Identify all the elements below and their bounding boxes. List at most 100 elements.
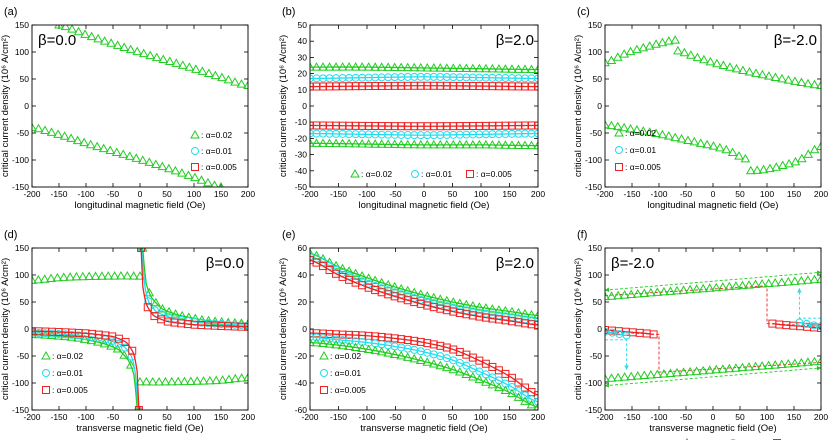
data-point — [622, 331, 631, 340]
data-point — [612, 121, 623, 131]
y-axis-label: critical current density (10⁶ A/cm²) — [0, 258, 11, 400]
y-tick-label: 40 — [298, 36, 308, 46]
x-tick-label: -100 — [358, 189, 375, 199]
series — [310, 81, 538, 91]
x-tick-label: 50 — [448, 189, 458, 199]
data-point — [53, 129, 63, 138]
data-point — [783, 75, 794, 84]
data-point — [481, 303, 491, 312]
data-point — [626, 371, 637, 381]
data-point — [481, 377, 491, 386]
x-tick-label: 150 — [502, 412, 516, 422]
data-point — [632, 288, 643, 298]
data-point — [389, 62, 400, 71]
data-point — [448, 297, 459, 306]
guide-arrow — [605, 270, 821, 293]
x-tick-label: 100 — [187, 412, 201, 422]
data-point — [533, 402, 538, 410]
data-point — [116, 271, 126, 280]
data-point — [363, 344, 374, 354]
x-tick-label: -100 — [650, 412, 667, 422]
data-point — [170, 309, 181, 318]
data-point — [244, 322, 248, 331]
x-tick-label: 200 — [241, 189, 255, 199]
legend: : α=0.02: α=0.01: α=0.005 — [41, 350, 88, 395]
x-axis-label: longitudinal magnetic field (Oe) — [648, 200, 779, 211]
data-point — [217, 72, 227, 82]
data-point — [691, 284, 702, 293]
x-tick-label: 200 — [241, 412, 255, 422]
data-point — [702, 139, 712, 149]
data-point — [198, 376, 209, 385]
data-point — [657, 37, 668, 47]
x-tick-label: 0 — [711, 412, 716, 422]
data-point — [132, 46, 143, 56]
data-point — [59, 131, 70, 140]
data-point — [46, 127, 57, 136]
data-point — [128, 271, 139, 280]
x-tick-label: 150 — [787, 412, 801, 422]
data-point — [513, 64, 524, 73]
data-point — [422, 62, 433, 72]
legend-label: : α=0.02 — [625, 128, 656, 138]
data-point — [520, 140, 530, 150]
data-point — [32, 122, 37, 132]
plot-area — [605, 35, 821, 175]
data-point — [441, 362, 452, 372]
data-point — [734, 151, 744, 160]
data-point — [809, 356, 820, 366]
data-point — [376, 139, 387, 148]
data-point — [33, 123, 44, 133]
y-tick-label: 150 — [588, 20, 602, 30]
panel-b: (b)-200 -150 -100 -50 0 50 100 150 200-50-40-30-… — [278, 6, 545, 211]
x-tick-label: -150 — [330, 412, 347, 422]
legend-label: : α=0.01 — [421, 169, 452, 179]
data-point — [698, 365, 709, 375]
data-point — [817, 322, 821, 331]
series-line — [140, 248, 248, 328]
legend-marker — [350, 168, 360, 178]
data-point — [657, 129, 668, 139]
x-tick-label: -200 — [23, 412, 40, 422]
x-tick-label: -50 — [389, 189, 402, 199]
x-tick-label: -150 — [623, 189, 640, 199]
data-point — [164, 56, 175, 65]
legend-marker — [42, 369, 50, 377]
data-point — [644, 41, 655, 50]
data-point — [127, 352, 136, 361]
data-point — [534, 82, 538, 91]
x-tick-label: 0 — [422, 189, 427, 199]
legend-label: : α=0.02 — [52, 351, 83, 361]
y-tick-label: 100 — [15, 270, 29, 280]
series — [310, 72, 538, 83]
data-point — [350, 268, 361, 278]
x-tick-label: 100 — [474, 189, 488, 199]
data-point — [428, 358, 439, 368]
legend-marker — [615, 146, 623, 154]
series — [54, 25, 248, 89]
panel-label: (c) — [577, 6, 590, 18]
data-point — [507, 388, 517, 398]
data-point — [526, 140, 537, 150]
data-point — [204, 68, 214, 78]
data-point — [236, 79, 247, 88]
beta-label: β=0.0 — [206, 255, 244, 272]
data-point — [344, 138, 354, 148]
y-tick-label: 0 — [302, 324, 307, 334]
x-tick-label: -200 — [23, 189, 40, 199]
plot-frame — [31, 247, 249, 411]
data-point — [33, 274, 44, 284]
data-point — [318, 338, 328, 347]
data-point — [606, 120, 617, 130]
data-point — [704, 283, 715, 292]
data-point — [467, 63, 478, 73]
x-tick-label: -50 — [389, 412, 402, 422]
data-point — [230, 77, 240, 86]
data-point — [448, 364, 459, 374]
plot-area — [310, 248, 538, 410]
series — [32, 122, 224, 187]
data-point — [109, 271, 120, 280]
data-point — [494, 304, 504, 314]
y-tick-label: 20 — [298, 69, 308, 79]
data-point — [383, 139, 394, 148]
